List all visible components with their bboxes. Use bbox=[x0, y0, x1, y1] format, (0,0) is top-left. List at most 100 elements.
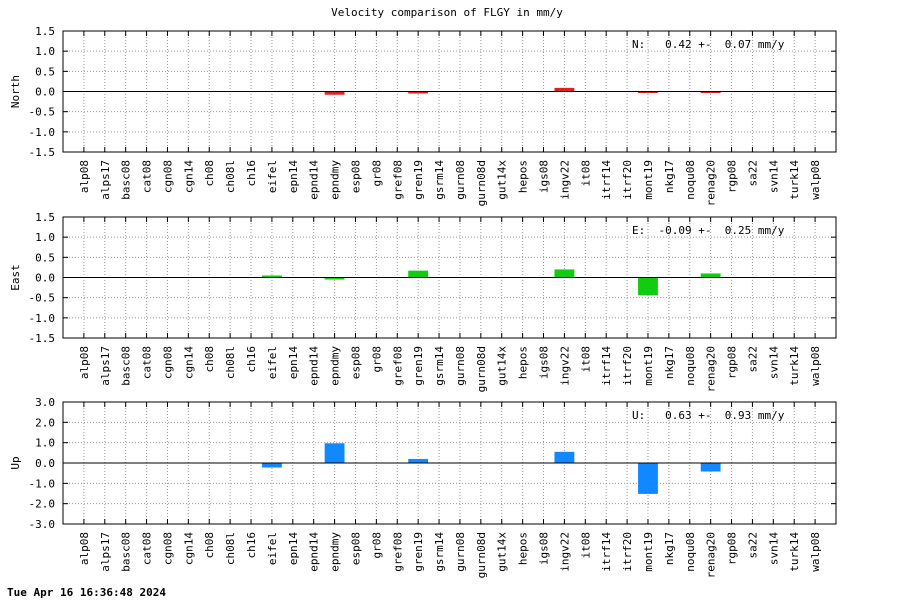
xtick-label-gref08: gref08 bbox=[391, 160, 404, 200]
xtick-label-itrf14: itrf14 bbox=[600, 346, 613, 386]
xtick-label-svn14: svn14 bbox=[767, 532, 780, 565]
east-axis-label: East bbox=[9, 264, 22, 291]
xtick-label-turk14: turk14 bbox=[788, 160, 801, 200]
xtick-label-renag20: renag20 bbox=[705, 532, 718, 578]
ytick-label: 1.5 bbox=[35, 211, 55, 224]
xtick-label-ch08l: ch08l bbox=[224, 532, 237, 565]
east-panel: 1.5 1.0 0.5 0.0 -0.5 -1.0 -1.5 alp08 alps17 basc0… bbox=[9, 211, 837, 392]
xtick-label-it08: it08 bbox=[579, 532, 592, 559]
ytick-label: -1.5 bbox=[29, 146, 56, 159]
xtick-label-eifel: eifel bbox=[266, 532, 279, 565]
east-bar-gren19 bbox=[408, 270, 429, 278]
xtick-label-ingv22: ingv22 bbox=[558, 160, 571, 200]
ytick-label: 2.0 bbox=[35, 416, 55, 429]
ytick-label: -1.0 bbox=[29, 477, 56, 490]
xtick-label-gren19: gren19 bbox=[412, 160, 425, 200]
north-bar-gren19 bbox=[408, 91, 429, 94]
ytick-label: -3.0 bbox=[29, 518, 56, 531]
xtick-label-mont19: mont19 bbox=[642, 160, 655, 200]
up-bar-ingv22 bbox=[554, 451, 575, 463]
xtick-label-alp08: alp08 bbox=[78, 160, 91, 193]
xtick-label-ingv22: ingv22 bbox=[558, 532, 571, 572]
xtick-label-gsrm14: gsrm14 bbox=[433, 346, 446, 386]
xtick-label-cat08: cat08 bbox=[141, 160, 154, 193]
east-bar-ingv22 bbox=[554, 269, 575, 278]
xtick-label-epndmy: epndmy bbox=[329, 346, 342, 386]
xtick-label-epn14: epn14 bbox=[287, 346, 300, 379]
north-axis-label: North bbox=[9, 75, 22, 108]
north-annotation: N: 0.42 +- 0.07 mm/y bbox=[632, 38, 785, 51]
xtick-label-cgn08: cgn08 bbox=[161, 346, 174, 379]
xtick-label-it08: it08 bbox=[579, 346, 592, 373]
xtick-label-hepos: hepos bbox=[517, 160, 530, 193]
xtick-label-ch08: ch08 bbox=[203, 160, 216, 187]
xtick-label-turk14: turk14 bbox=[788, 346, 801, 386]
up-bar-renag20 bbox=[700, 463, 721, 472]
xtick-label-gren19: gren19 bbox=[412, 346, 425, 386]
north-bar-renag20 bbox=[700, 91, 721, 93]
ytick-label: -2.0 bbox=[29, 498, 56, 511]
xtick-label-ch08: ch08 bbox=[203, 346, 216, 373]
xtick-label-walp08: walp08 bbox=[809, 346, 822, 386]
ytick-label: -0.5 bbox=[29, 292, 56, 305]
xtick-label-mont19: mont19 bbox=[642, 346, 655, 386]
xtick-label-sa22: sa22 bbox=[746, 346, 759, 373]
xtick-label-basc08: basc08 bbox=[120, 532, 133, 572]
xtick-label-eifel: eifel bbox=[266, 160, 279, 193]
ytick-label: -0.5 bbox=[29, 106, 56, 119]
xtick-label-epn14: epn14 bbox=[287, 532, 300, 565]
xtick-label-cgn14: cgn14 bbox=[182, 532, 195, 565]
xtick-label-itrf20: itrf20 bbox=[621, 160, 634, 200]
north-panel: 1.5 1.0 0.5 0.0 -0.5 -1.0 -1.5 alp08 alps17 basc0… bbox=[9, 25, 837, 206]
xtick-label-itrf20: itrf20 bbox=[621, 532, 634, 572]
up-bar-mont19 bbox=[638, 463, 658, 494]
xtick-label-sa22: sa22 bbox=[746, 160, 759, 187]
xtick-label-igs08: igs08 bbox=[538, 346, 551, 379]
ytick-label: 1.0 bbox=[35, 437, 55, 450]
xtick-label-itrf14: itrf14 bbox=[600, 160, 613, 200]
xtick-label-gr08: gr08 bbox=[370, 532, 383, 559]
xtick-label-svn14: svn14 bbox=[767, 346, 780, 379]
xtick-label-hepos: hepos bbox=[517, 346, 530, 379]
up-axis-label: Up bbox=[9, 456, 22, 469]
xtick-label-igs08: igs08 bbox=[538, 532, 551, 565]
ytick-label: 1.5 bbox=[35, 25, 55, 38]
xtick-label-igs08: igs08 bbox=[538, 160, 551, 193]
xtick-label-alp08: alp08 bbox=[78, 346, 91, 379]
xtick-label-gsrm14: gsrm14 bbox=[433, 532, 446, 572]
ytick-label: 3.0 bbox=[35, 396, 55, 409]
east-bar-mont19 bbox=[638, 277, 658, 296]
xtick-label-epnd14: epnd14 bbox=[308, 532, 321, 572]
xtick-label-gref08: gref08 bbox=[391, 532, 404, 572]
xtick-label-esp08: esp08 bbox=[349, 160, 362, 193]
xtick-label-cat08: cat08 bbox=[141, 346, 154, 379]
xtick-label-gurn08: gurn08 bbox=[454, 160, 467, 200]
ytick-label: -1.5 bbox=[29, 332, 56, 345]
xtick-label-alps17: alps17 bbox=[99, 532, 112, 572]
xtick-label-epndmy: epndmy bbox=[329, 160, 342, 200]
xtick-label-cgn14: cgn14 bbox=[182, 346, 195, 379]
xtick-label-rgp08: rgp08 bbox=[726, 346, 739, 379]
xtick-label-gr08: gr08 bbox=[370, 346, 383, 373]
xtick-label-alps17: alps17 bbox=[99, 160, 112, 200]
xtick-label-walp08: walp08 bbox=[809, 532, 822, 572]
ytick-label: 0.0 bbox=[35, 272, 55, 285]
xtick-label-epn14: epn14 bbox=[287, 160, 300, 193]
xtick-label-renag20: renag20 bbox=[705, 346, 718, 392]
xtick-label-epnd14: epnd14 bbox=[308, 160, 321, 200]
xtick-label-nkg17: nkg17 bbox=[663, 346, 676, 379]
ytick-label: 0.5 bbox=[35, 251, 55, 264]
timestamp: Tue Apr 16 16:36:48 2024 bbox=[7, 586, 166, 599]
north-bar-mont19 bbox=[638, 91, 658, 93]
ytick-label: 0.5 bbox=[35, 65, 55, 78]
up-bar-eifel bbox=[261, 463, 282, 468]
xtick-label-gurn08: gurn08 bbox=[454, 346, 467, 386]
xtick-label-epndmy: epndmy bbox=[329, 532, 342, 572]
xtick-label-ch08: ch08 bbox=[203, 532, 216, 559]
xtick-label-turk14: turk14 bbox=[788, 532, 801, 572]
ytick-label: 1.0 bbox=[35, 231, 55, 244]
ytick-label: -1.0 bbox=[29, 312, 56, 325]
xtick-label-noqu08: noqu08 bbox=[684, 532, 697, 572]
xtick-label-it08: it08 bbox=[579, 160, 592, 187]
